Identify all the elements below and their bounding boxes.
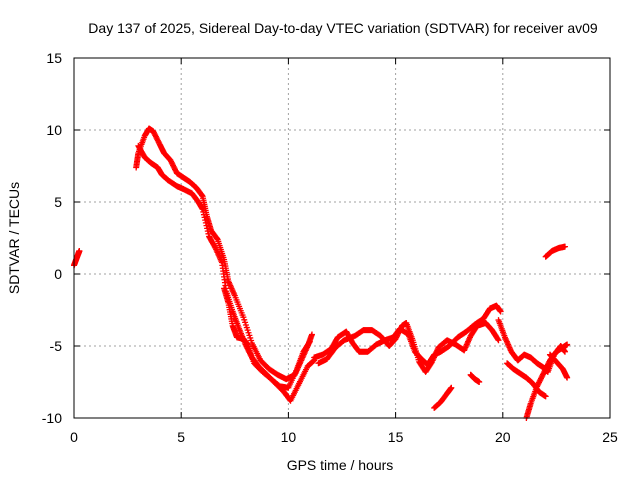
grid: [74, 58, 610, 418]
series-track-b: [133, 125, 315, 383]
series-track-d: [221, 285, 313, 391]
x-tick-label-20: 20: [495, 429, 511, 445]
y-tick-label-0: 0: [54, 266, 62, 282]
x-tick-label-5: 5: [177, 429, 185, 445]
series-track-c: [135, 142, 318, 404]
data-point: [497, 308, 504, 315]
x-axis-label: GPS time / hours: [287, 457, 394, 473]
series-track-e: [311, 302, 504, 368]
data-point: [561, 348, 568, 355]
data-point: [564, 374, 571, 381]
x-tick-label-15: 15: [388, 429, 404, 445]
data-point: [564, 341, 571, 348]
y-tick-label--10: -10: [42, 410, 62, 426]
data-point: [495, 337, 502, 344]
data-point: [448, 384, 455, 391]
series-track-m: [542, 243, 568, 260]
series-track-h: [504, 360, 549, 400]
series-track-k: [431, 384, 455, 411]
data-point: [308, 331, 315, 338]
data-point: [476, 379, 483, 385]
x-tick-label-25: 25: [602, 429, 618, 445]
x-tick-labels: 0 5 10 15 20 25: [70, 429, 618, 445]
series-track-f: [315, 319, 502, 375]
data-point: [542, 393, 549, 400]
data-point: [76, 247, 83, 254]
series-track-j: [546, 351, 571, 381]
series-track-l: [467, 371, 483, 385]
y-tick-label-10: 10: [46, 122, 62, 138]
y-tick-label-5: 5: [54, 194, 62, 210]
y-axis-label: SDTVAR / TECUs: [6, 182, 22, 294]
y-tick-label-15: 15: [46, 50, 62, 66]
data-points: [71, 125, 571, 421]
plot-frame: [73, 57, 611, 419]
y-tick-label--5: -5: [50, 338, 63, 354]
series-track-a: [71, 247, 83, 269]
data-point: [306, 338, 313, 345]
axis-ticks: [73, 57, 611, 419]
data-point: [561, 243, 568, 250]
chart-title: Day 137 of 2025, Sidereal Day-to-day VTE…: [88, 20, 598, 36]
y-tick-labels: 15 10 5 0 -5 -10: [42, 50, 62, 426]
x-tick-label-10: 10: [281, 429, 297, 445]
x-tick-label-0: 0: [70, 429, 78, 445]
